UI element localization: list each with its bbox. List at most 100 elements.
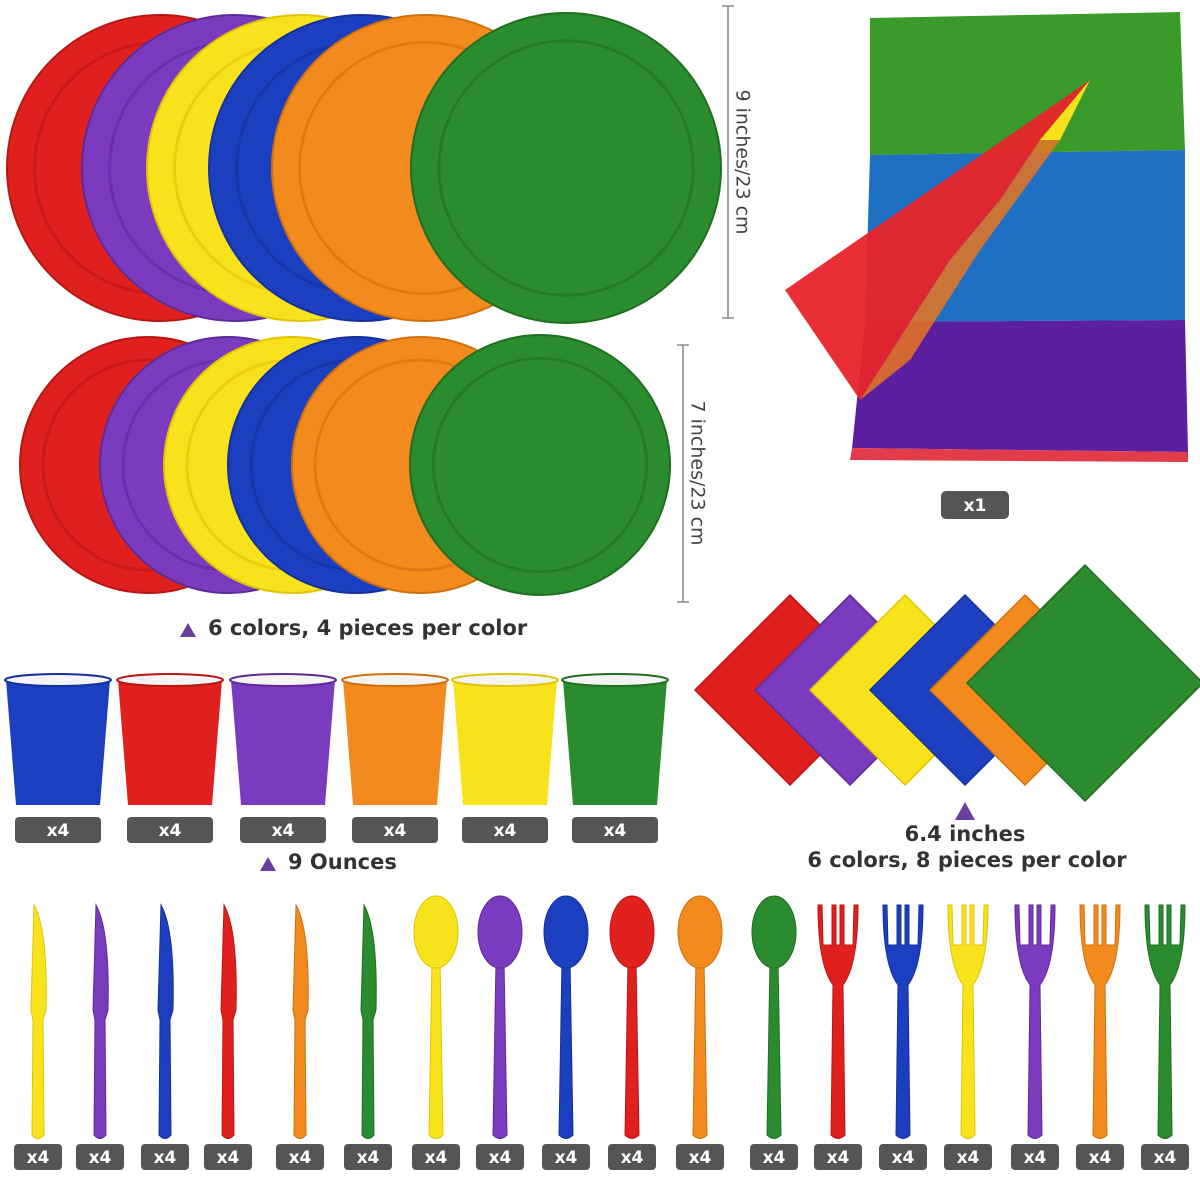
count-label: x4 xyxy=(289,1148,312,1168)
badge xyxy=(814,1144,862,1170)
cup-rim xyxy=(116,673,224,687)
napkins xyxy=(693,563,1200,803)
badge xyxy=(352,817,438,843)
large-plate-size: 9 inches/23 cm xyxy=(732,89,754,234)
badge xyxy=(944,1144,992,1170)
cup xyxy=(563,680,667,805)
knife xyxy=(292,903,309,1139)
badge xyxy=(941,491,1009,519)
count-label: x4 xyxy=(494,821,517,841)
badge xyxy=(1141,1144,1189,1170)
count-label: x4 xyxy=(827,1148,850,1168)
spoon-handle xyxy=(558,959,574,1139)
badge xyxy=(344,1144,392,1170)
napkin-caption: 6 colors, 8 pieces per color xyxy=(807,848,1127,872)
knife xyxy=(220,903,237,1139)
badge xyxy=(1011,1144,1059,1170)
badge xyxy=(240,817,326,843)
cup xyxy=(231,680,335,805)
spoon-head xyxy=(609,895,655,969)
spoon-handle xyxy=(428,959,444,1139)
cup-rim xyxy=(4,673,112,687)
count-label: x4 xyxy=(384,821,407,841)
count-label: x4 xyxy=(1154,1148,1177,1168)
cup xyxy=(118,680,222,805)
badge xyxy=(542,1144,590,1170)
count-label: x4 xyxy=(555,1148,578,1168)
badge xyxy=(879,1144,927,1170)
count-label: x4 xyxy=(689,1148,712,1168)
triangle-icon xyxy=(955,802,975,820)
knife xyxy=(30,903,47,1139)
badge xyxy=(276,1144,324,1170)
spoon-head xyxy=(477,895,523,969)
plate xyxy=(409,334,671,596)
napkin xyxy=(965,563,1200,803)
badge xyxy=(127,817,213,843)
count-label: x4 xyxy=(892,1148,915,1168)
badge xyxy=(608,1144,656,1170)
cutlery: x4 x4 x4 x4 x4 x4 x4 x4 x4 x4 x4 x4 x4 x4 x4 x4 x4 x4 xyxy=(14,895,1189,1170)
triangle-icon xyxy=(180,623,196,637)
badge xyxy=(76,1144,124,1170)
spoon-handle xyxy=(692,959,708,1139)
count-label: x4 xyxy=(159,821,182,841)
cup xyxy=(343,680,447,805)
spoon-head xyxy=(677,895,723,969)
cup xyxy=(453,680,557,805)
napkin-size: 6.4 inches xyxy=(905,822,1026,846)
cup-rim xyxy=(341,673,449,687)
count-label: x4 xyxy=(89,1148,112,1168)
plate-rim xyxy=(437,39,695,297)
fork xyxy=(1014,904,1056,1139)
badge xyxy=(462,817,548,843)
cups: x4 x4 x4 x4 x4 x4 xyxy=(4,673,669,843)
badge xyxy=(676,1144,724,1170)
count-label: x4 xyxy=(217,1148,240,1168)
fork xyxy=(817,904,859,1139)
cup-rim xyxy=(561,673,669,687)
count-label: x4 xyxy=(489,1148,512,1168)
spoon-handle xyxy=(492,959,508,1139)
fork xyxy=(1144,904,1186,1139)
badge xyxy=(1076,1144,1124,1170)
badge xyxy=(141,1144,189,1170)
count-label: x4 xyxy=(27,1148,50,1168)
badge xyxy=(412,1144,460,1170)
count-label: x4 xyxy=(154,1148,177,1168)
spoon-handle xyxy=(766,959,782,1139)
badge xyxy=(204,1144,252,1170)
small-plate-size: 7 inches/23 cm xyxy=(687,400,709,545)
count-label: x4 xyxy=(357,1148,380,1168)
count-label: x4 xyxy=(957,1148,980,1168)
badge xyxy=(14,1144,62,1170)
cup xyxy=(6,680,110,805)
count-label: x4 xyxy=(272,821,295,841)
knife xyxy=(360,903,377,1139)
count-label: x4 xyxy=(1089,1148,1112,1168)
badge xyxy=(750,1144,798,1170)
spoon-handle xyxy=(624,959,640,1139)
plates-caption: 6 colors, 4 pieces per color xyxy=(208,616,528,640)
count-label: x4 xyxy=(1024,1148,1047,1168)
plates xyxy=(6,12,722,596)
fork xyxy=(1079,904,1121,1139)
knife xyxy=(157,903,174,1139)
cup-rim xyxy=(229,673,337,687)
count-label: x4 xyxy=(621,1148,644,1168)
fork xyxy=(882,904,924,1139)
cups-caption: 9 Ounces xyxy=(288,850,397,874)
plate xyxy=(410,12,722,324)
count-label: x4 xyxy=(425,1148,448,1168)
count-label: x4 xyxy=(763,1148,786,1168)
count-label: x4 xyxy=(604,821,627,841)
badge xyxy=(476,1144,524,1170)
spoon-head xyxy=(751,895,797,969)
tablecloth xyxy=(785,12,1188,462)
spoon-head xyxy=(543,895,589,969)
triangle-icon xyxy=(260,857,276,871)
plate-rim xyxy=(431,356,649,574)
tablecloth-count: x1 xyxy=(964,496,987,516)
badge xyxy=(15,817,101,843)
